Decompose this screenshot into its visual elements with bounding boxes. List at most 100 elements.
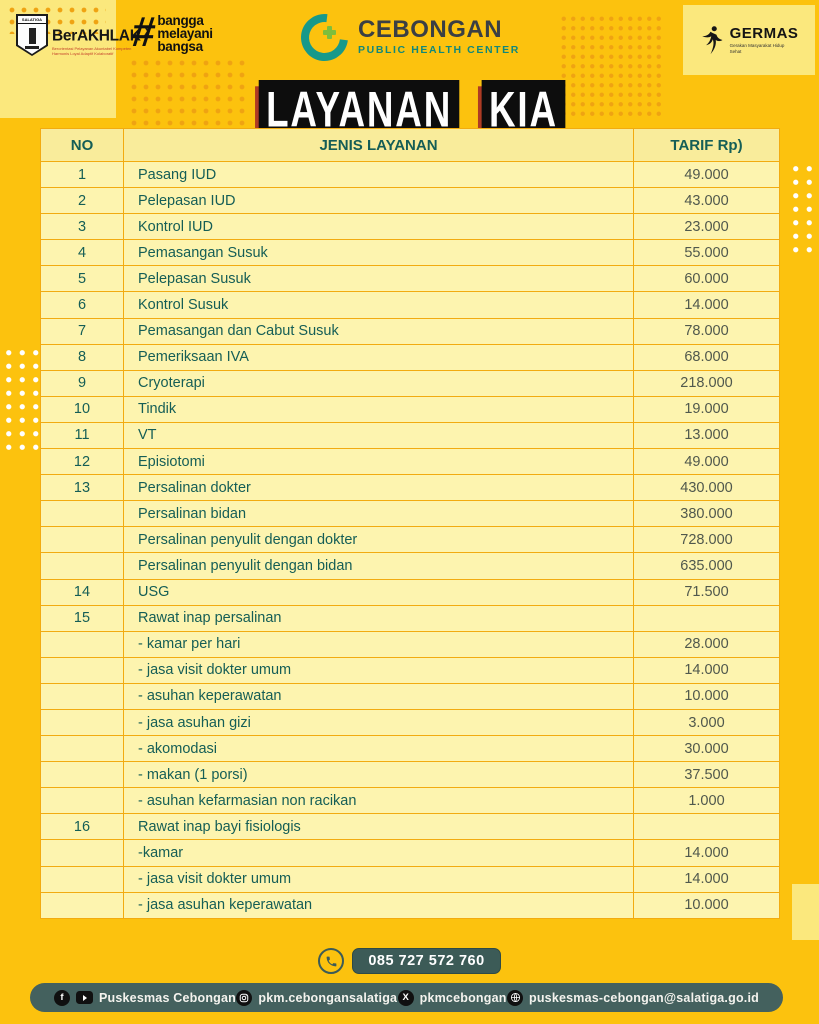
table-row: 1 Pasang IUD 49.000 bbox=[40, 160, 780, 189]
row-tariff: 78.000 bbox=[633, 317, 780, 345]
table-row: - asuhan keperawatan 10.000 bbox=[40, 682, 780, 710]
row-tariff: 49.000 bbox=[633, 448, 780, 476]
table-row: 13 Persalinan dokter 430.000 bbox=[40, 474, 780, 502]
row-no: 16 bbox=[40, 813, 124, 841]
germas-panel: GERMAS Gerakan Masyarakat Hidup Sehat bbox=[683, 5, 815, 75]
row-service: Pelepasan Susuk bbox=[123, 265, 634, 293]
page-title-word: KIA bbox=[481, 80, 566, 140]
column-header-no: NO bbox=[40, 128, 124, 162]
column-header-tariff: TARIF Rp) bbox=[633, 128, 780, 162]
footer-label[interactable]: Puskesmas Cebongan bbox=[99, 990, 236, 1005]
table-row: - jasa visit dokter umum 14.000 bbox=[40, 865, 780, 893]
dot-grid-white-right bbox=[789, 162, 819, 257]
table-row: 14 USG 71.500 bbox=[40, 578, 780, 606]
row-no bbox=[40, 839, 124, 867]
phone-number-badge[interactable]: 085 727 572 760 bbox=[352, 948, 501, 974]
row-tariff: 728.000 bbox=[633, 526, 780, 554]
row-service: Tindik bbox=[123, 395, 634, 423]
instagram-icon[interactable] bbox=[236, 989, 253, 1006]
dot-grid-white-left bbox=[2, 346, 44, 456]
row-tariff: 10.000 bbox=[633, 682, 780, 710]
table-row: Persalinan penyulit dengan dokter 728.00… bbox=[40, 526, 780, 554]
hashtag-line: bangsa bbox=[157, 39, 203, 54]
hashtag-line: melayani bbox=[157, 26, 213, 41]
row-no: 3 bbox=[40, 213, 124, 241]
row-service: - jasa asuhan keperawatan bbox=[123, 891, 634, 919]
row-tariff: 3.000 bbox=[633, 708, 780, 737]
footer-item-website[interactable]: puskesmas-cebongan@salatiga.go.id bbox=[507, 989, 759, 1006]
row-no: 12 bbox=[40, 448, 124, 476]
row-no: 6 bbox=[40, 291, 124, 319]
row-no bbox=[40, 552, 124, 580]
row-service: -kamar bbox=[123, 839, 634, 867]
row-no bbox=[40, 891, 124, 919]
table-row: 11 VT 13.000 bbox=[40, 421, 780, 450]
row-tariff: 380.000 bbox=[633, 500, 780, 528]
table-row: 5 Pelepasan Susuk 60.000 bbox=[40, 265, 780, 293]
row-no bbox=[40, 708, 124, 737]
row-tariff: 430.000 bbox=[633, 474, 780, 502]
x-icon[interactable]: X bbox=[397, 989, 414, 1006]
salatiga-shield-face: SALATIGA bbox=[18, 16, 46, 54]
globe-icon[interactable] bbox=[507, 989, 523, 1006]
salatiga-monument-base bbox=[25, 46, 39, 49]
footer-item-x[interactable]: X pkmcebongan bbox=[397, 989, 507, 1006]
row-service: - asuhan kefarmasian non racikan bbox=[123, 787, 634, 815]
row-tariff: 55.000 bbox=[633, 239, 780, 267]
row-no bbox=[40, 630, 124, 658]
footer-item-instagram[interactable]: pkm.cebongansalatiga bbox=[236, 989, 398, 1006]
germas-person-icon bbox=[701, 26, 723, 55]
row-tariff: 14.000 bbox=[633, 839, 780, 867]
table-row: 6 Kontrol Susuk 14.000 bbox=[40, 291, 780, 319]
row-tariff: 30.000 bbox=[633, 735, 780, 763]
footer-label[interactable]: pkmcebongan bbox=[419, 990, 507, 1005]
table-row: 3 Kontrol IUD 23.000 bbox=[40, 213, 780, 241]
table-row: - makan (1 porsi) 37.500 bbox=[40, 761, 780, 789]
table-row: 7 Pemasangan dan Cabut Susuk 78.000 bbox=[40, 317, 780, 345]
footer-social-bar: f Puskesmas Cebongan pkm.cebongansalatig… bbox=[30, 983, 783, 1012]
table-row: 16 Rawat inap bayi fisiologis bbox=[40, 813, 780, 841]
row-tariff: 14.000 bbox=[633, 656, 780, 684]
row-service: Persalinan bidan bbox=[123, 500, 634, 528]
table-row: 2 Pelepasan IUD 43.000 bbox=[40, 187, 780, 215]
table-row: - akomodasi 30.000 bbox=[40, 735, 780, 763]
row-service: Kontrol Susuk bbox=[123, 291, 634, 319]
row-no: 13 bbox=[40, 474, 124, 502]
row-no: 10 bbox=[40, 395, 124, 423]
bangga-melayani-bangsa-logo: # bangga melayani bangsa bbox=[130, 8, 213, 55]
row-no: 7 bbox=[40, 317, 124, 345]
bottom-right-pale-square bbox=[792, 884, 819, 940]
clinic-logo: CEBONGAN PUBLIC HEALTH CENTER bbox=[0, 4, 819, 71]
footer-label[interactable]: pkm.cebongansalatiga bbox=[258, 990, 398, 1005]
salatiga-label: SALATIGA bbox=[18, 16, 46, 24]
table-row: - kamar per hari 28.000 bbox=[40, 630, 780, 658]
row-service: - asuhan keperawatan bbox=[123, 682, 634, 710]
row-no: 5 bbox=[40, 265, 124, 293]
row-service: - jasa asuhan gizi bbox=[123, 708, 634, 737]
row-service: Kontrol IUD bbox=[123, 213, 634, 241]
row-service: VT bbox=[123, 421, 634, 450]
footer-item-facebook-youtube[interactable]: f Puskesmas Cebongan bbox=[54, 989, 236, 1006]
youtube-icon[interactable] bbox=[76, 991, 93, 1004]
footer-label[interactable]: puskesmas-cebongan@salatiga.go.id bbox=[529, 990, 759, 1005]
row-service: - jasa visit dokter umum bbox=[123, 656, 634, 684]
germas-subtitle: Gerakan Masyarakat Hidup Sehat bbox=[729, 43, 785, 54]
table-row: - jasa visit dokter umum 14.000 bbox=[40, 656, 780, 684]
berakhlak-logo: BerAKHLAK❯ Berorientasi Pelayanan Akunta… bbox=[52, 24, 151, 57]
row-tariff: 14.000 bbox=[633, 291, 780, 319]
row-service: - makan (1 porsi) bbox=[123, 761, 634, 789]
table-row: -kamar 14.000 bbox=[40, 839, 780, 867]
row-tariff: 43.000 bbox=[633, 187, 780, 215]
row-no: 11 bbox=[40, 421, 124, 450]
dot-grid-left-of-title bbox=[128, 57, 246, 141]
table-row: - jasa asuhan gizi 3.000 bbox=[40, 708, 780, 737]
berakhlak-subtitle: Berorientasi Pelayanan Akuntabel Kompete… bbox=[52, 46, 132, 57]
row-no: 8 bbox=[40, 343, 124, 371]
row-no bbox=[40, 682, 124, 710]
row-tariff: 23.000 bbox=[633, 213, 780, 241]
row-no: 4 bbox=[40, 239, 124, 267]
row-tariff: 14.000 bbox=[633, 865, 780, 893]
facebook-icon[interactable]: f bbox=[54, 989, 70, 1006]
table-row: - asuhan kefarmasian non racikan 1.000 bbox=[40, 787, 780, 815]
